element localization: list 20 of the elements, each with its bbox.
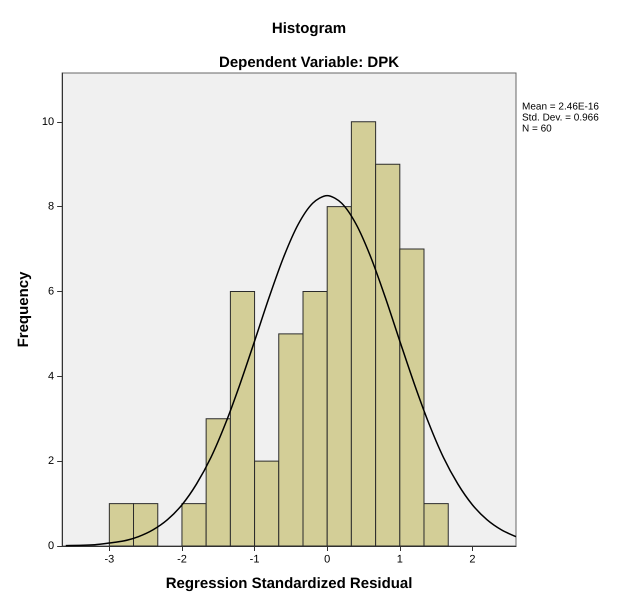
x-tick-label: -3 [104,554,114,566]
y-tick-label: 2 [48,455,54,468]
y-tick-label: 4 [48,370,54,382]
x-tick-label: -1 [250,554,260,566]
chart-title: Histogram [272,20,346,37]
x-tick-label: 0 [324,554,330,566]
x-axis-title: Regression Standardized Residual [166,575,412,592]
y-tick-label: 8 [48,200,54,213]
text: Mean = 2.46E-16 [522,102,600,112]
text: N = 60 [522,124,552,134]
x-tick-label: 1 [396,554,403,566]
text: Std. Dev. = 0.966 [522,112,600,124]
y-tick-label: 10 [42,116,54,128]
line-series [65,194,517,546]
y-tick-label: 6 [48,285,54,298]
x-tick-label: 2 [469,554,476,566]
x-tick-label: -2 [177,554,187,566]
y-axis-title: Frequency [15,270,32,348]
chart-subtitle: Dependent Variable: DPK [218,54,400,71]
y-tick-label: 0 [48,540,54,552]
